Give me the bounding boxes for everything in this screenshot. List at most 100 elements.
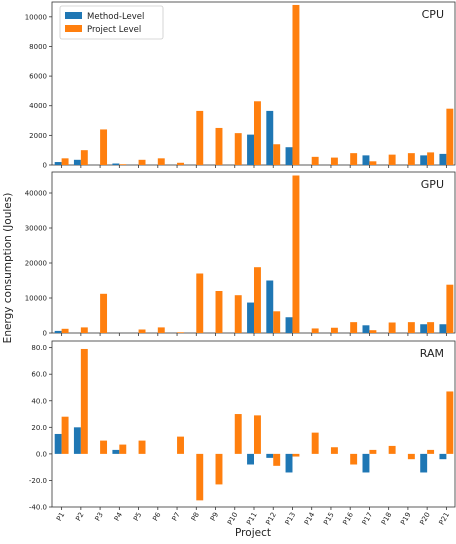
x-tick-label: P14 xyxy=(303,511,317,527)
legend-box xyxy=(59,5,164,40)
x-tick-label: P8 xyxy=(190,511,201,523)
project-level-bar-p20 xyxy=(427,449,435,454)
y-tick-label: 4000 xyxy=(29,102,47,110)
project-level-bar-p13 xyxy=(292,453,300,457)
project-level-bar-p8 xyxy=(196,453,204,501)
project-level-bar-p10 xyxy=(234,133,242,165)
x-tick-label: P18 xyxy=(380,511,393,526)
project-level-bar-p15 xyxy=(330,327,338,333)
panel-label-gpu: GPU xyxy=(421,178,444,191)
y-tick-label: 80.0 xyxy=(31,344,47,352)
y-tick-label: 40000 xyxy=(25,190,47,198)
project-level-bar-p18 xyxy=(388,322,396,333)
x-tick-label: P3 xyxy=(94,511,105,523)
method-level-bar-p20 xyxy=(420,155,428,165)
project-level-bar-p1 xyxy=(61,158,69,165)
legend-swatch-project-level xyxy=(65,25,82,32)
method-level-bar-p1 xyxy=(54,330,62,333)
method-level-bar-p20 xyxy=(420,453,428,473)
x-tick-label: P1 xyxy=(55,511,66,523)
project-level-bar-p16 xyxy=(350,153,358,165)
project-level-bar-p10 xyxy=(234,295,242,333)
method-level-bar-p1 xyxy=(54,162,62,165)
project-level-bar-p10 xyxy=(234,414,242,454)
method-level-bar-p12 xyxy=(266,453,274,458)
project-level-bar-p6 xyxy=(157,158,165,165)
project-level-bar-p15 xyxy=(330,447,338,454)
project-level-bar-p9 xyxy=(215,127,223,165)
y-tick-label: 20000 xyxy=(25,260,47,268)
project-level-bar-p2 xyxy=(80,327,88,333)
y-tick-label: 6000 xyxy=(29,73,47,81)
x-tick-label: P5 xyxy=(132,511,143,523)
panel-label-cpu: CPU xyxy=(422,8,444,21)
legend-swatch-method-level xyxy=(65,12,82,19)
panel-ram: -40.0 -20.0 0.0 20.0 40.0 60.0 80.0 RAM xyxy=(29,340,456,512)
project-level-bar-p14 xyxy=(311,432,319,454)
project-level-bar-p13 xyxy=(292,175,300,333)
y-tick-label: 0 xyxy=(43,330,47,338)
method-level-bar-p11 xyxy=(247,302,254,333)
y-tick-label: 0 xyxy=(43,162,47,170)
project-level-bar-p20 xyxy=(427,152,435,165)
method-level-bar-p2 xyxy=(73,427,81,454)
panel-label-ram: RAM xyxy=(420,347,444,360)
project-level-bar-p11 xyxy=(254,267,261,333)
method-level-bar-p13 xyxy=(285,453,293,473)
x-tick-label: P11 xyxy=(245,511,258,526)
y-tick-label: 8000 xyxy=(29,43,47,51)
x-tick-label: P19 xyxy=(399,511,412,526)
panel-gpu: 0 10000 20000 30000 40000 GPU xyxy=(25,171,456,338)
legend-label-project-level: Project Level xyxy=(87,25,141,35)
method-level-bar-p21 xyxy=(439,453,447,460)
x-tick-label: P13 xyxy=(284,511,297,526)
method-level-bar-p13 xyxy=(285,147,293,165)
project-level-bar-p3 xyxy=(100,293,108,333)
project-level-bar-p12 xyxy=(273,453,281,466)
project-level-bar-p5 xyxy=(138,440,146,454)
project-level-bar-p11 xyxy=(254,415,261,454)
y-tick-label: 0.0 xyxy=(36,450,47,458)
project-level-bar-p17 xyxy=(369,161,377,165)
project-level-bar-p3 xyxy=(100,440,108,454)
method-level-bar-p12 xyxy=(266,280,274,333)
project-level-bar-p7 xyxy=(177,332,184,333)
method-level-bar-p1 xyxy=(54,433,62,454)
project-level-bar-p1 xyxy=(61,416,69,454)
method-level-bar-p17 xyxy=(362,155,370,165)
y-tick-label: 60.0 xyxy=(31,371,47,379)
project-level-bar-p16 xyxy=(350,322,358,333)
y-tick-label: -20.0 xyxy=(29,477,47,485)
project-level-bar-p7 xyxy=(177,436,184,454)
project-level-bar-p21 xyxy=(446,108,454,165)
method-level-bar-p20 xyxy=(420,324,428,333)
project-level-bar-p18 xyxy=(388,154,396,165)
x-tick-label: P16 xyxy=(341,511,355,527)
project-level-bar-p2 xyxy=(80,348,88,454)
y-axis-title: Energy consumption (Joules) xyxy=(2,193,14,344)
x-tick-label: P4 xyxy=(113,511,125,523)
x-tick-label: P6 xyxy=(151,511,163,523)
project-level-bar-p8 xyxy=(196,273,204,333)
method-level-bar-p17 xyxy=(362,325,370,333)
project-level-bar-p19 xyxy=(407,322,415,333)
method-level-bar-p12 xyxy=(266,110,274,165)
panel-cpu: 0 2000 4000 6000 8000 10000 CPU xyxy=(25,1,456,170)
project-level-bar-p18 xyxy=(388,445,396,454)
y-tick-label: 30000 xyxy=(25,225,47,233)
project-level-bar-p12 xyxy=(273,144,281,165)
x-tick-label: P20 xyxy=(418,511,431,526)
project-level-bar-p20 xyxy=(427,322,435,333)
legend: Method-Level Project Level xyxy=(59,5,164,40)
project-level-bar-p1 xyxy=(61,328,69,333)
method-level-bar-p11 xyxy=(247,134,254,165)
project-level-bar-p12 xyxy=(273,311,281,333)
x-tick-label: P15 xyxy=(322,511,335,526)
project-level-bar-p9 xyxy=(215,453,223,485)
y-tick-label: -40.0 xyxy=(29,504,47,512)
project-level-bar-p11 xyxy=(254,101,261,165)
project-level-bar-p21 xyxy=(446,284,454,333)
project-level-bar-p17 xyxy=(369,449,377,454)
